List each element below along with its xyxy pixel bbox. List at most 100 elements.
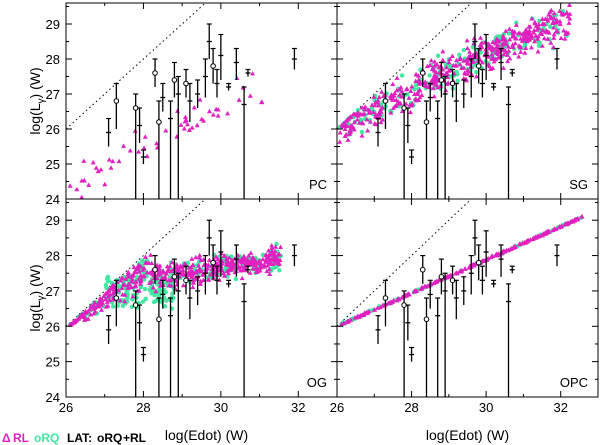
model-rl-point — [206, 108, 212, 114]
x-tick-label: 30 — [214, 400, 228, 415]
model-rl-point — [221, 273, 227, 278]
model-rq-point — [399, 73, 405, 78]
lat-pulsar — [241, 283, 247, 397]
model-rl-point — [479, 44, 485, 49]
model-rl-point — [422, 79, 428, 84]
model-rl-point — [471, 263, 477, 268]
model-rl-point — [527, 237, 533, 242]
model-rl-point — [74, 317, 80, 323]
model-rl-point — [532, 38, 538, 44]
y-tick-label: 27 — [46, 87, 60, 102]
model-rl-point — [269, 245, 275, 250]
plot-area — [337, 199, 585, 397]
model-rl-point — [408, 109, 414, 115]
lat-pulsar — [210, 47, 216, 84]
model-rl-point — [221, 253, 227, 258]
model-rl-point — [164, 271, 170, 276]
model-rl-point — [458, 268, 464, 274]
edot-limit-line — [337, 3, 472, 130]
model-rl-point — [215, 256, 221, 262]
panel-label: OPC — [560, 375, 588, 390]
model-rl-point — [337, 130, 343, 135]
model-rl-point — [340, 123, 346, 129]
model-rl-point — [105, 293, 111, 299]
lat-pulsar — [438, 61, 445, 98]
model-rl-point — [364, 116, 370, 122]
lat-rq-marker — [210, 63, 216, 69]
model-rq-point — [104, 276, 110, 281]
model-rl-point — [260, 256, 266, 262]
model-rq-point — [126, 278, 132, 284]
model-rl-point — [397, 101, 403, 106]
model-rl-point — [380, 117, 386, 122]
model-rl-point — [177, 264, 183, 270]
y-axis-title-sub: γ — [36, 295, 47, 300]
model-rl-point — [551, 35, 557, 40]
y-tick-label: 25 — [46, 157, 60, 172]
lat-pulsar — [171, 258, 178, 295]
lat-pulsar — [435, 297, 441, 397]
model-rl-point — [505, 58, 511, 64]
model-rl-point — [406, 95, 412, 100]
panel-pc: 24 25 26 27 28 29 log(Lγ) (W) PC — [27, 2, 338, 207]
y-axis-title-tail: ) (W) — [27, 67, 43, 98]
model-rl-point — [108, 285, 114, 291]
model-rl-point — [524, 238, 530, 243]
model-rl-point — [224, 256, 230, 261]
model-rl-point — [345, 137, 351, 142]
model-rl-point — [539, 43, 545, 48]
model-rl-point — [379, 89, 385, 94]
model-rl-point — [507, 36, 513, 42]
lat-pulsar — [233, 47, 239, 80]
lat-pulsar — [554, 244, 560, 267]
x-tick-label: 32 — [553, 400, 567, 415]
y-tick-label: 26 — [46, 319, 60, 334]
model-rl-point — [257, 259, 263, 264]
model-rl-point — [266, 248, 272, 253]
model-rl-point — [155, 272, 161, 277]
model-rl-point — [464, 37, 470, 43]
model-rl-point — [501, 248, 507, 254]
model-rl-point — [253, 264, 259, 269]
model-rl-point — [359, 133, 365, 138]
model-rl-point — [337, 139, 343, 144]
model-rl-point — [495, 55, 501, 60]
model-rl-point — [371, 307, 377, 312]
model-rl-point — [429, 77, 435, 82]
model-rq-point — [162, 304, 168, 309]
model-rl-point — [523, 32, 529, 38]
model-rl-point — [185, 121, 191, 127]
model-rl-point — [190, 262, 196, 267]
model-rl-point — [445, 80, 451, 85]
model-rl-point — [519, 38, 525, 43]
model-rl-point — [520, 30, 526, 36]
legend-rl: RL — [13, 431, 29, 445]
model-rl-point — [129, 276, 135, 281]
model-rl-point — [197, 252, 203, 258]
model-rl-point — [433, 279, 439, 285]
model-rl-point — [454, 270, 460, 276]
model-rl-point — [188, 268, 194, 273]
model-rl-point — [564, 9, 570, 15]
model-rl-point — [474, 73, 480, 79]
model-rl-point — [366, 308, 372, 314]
model-rl-point — [375, 98, 381, 103]
model-rl-point — [275, 260, 281, 265]
lat-pulsar — [435, 100, 441, 199]
model-rl-point — [532, 19, 538, 25]
lat-pulsar — [291, 47, 297, 70]
model-rl-point — [107, 297, 113, 303]
model-rl-point — [119, 285, 125, 291]
model-rl-point — [513, 35, 519, 41]
model-rl-point — [250, 266, 256, 271]
model-rl-point — [166, 282, 172, 288]
model-rl-point — [391, 93, 397, 98]
model-rl-point — [550, 20, 556, 26]
lat-pulsar — [113, 279, 120, 327]
model-rq-point — [413, 82, 419, 88]
lat-rq-marker — [382, 98, 389, 104]
model-rl-point — [361, 311, 367, 317]
model-rl-point — [516, 43, 522, 48]
model-rl-point — [147, 270, 153, 275]
model-rl-point — [190, 271, 196, 276]
